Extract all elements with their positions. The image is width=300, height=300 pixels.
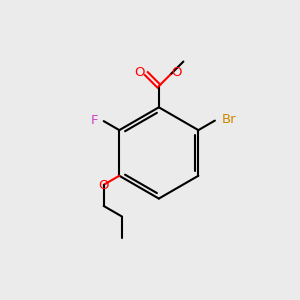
Text: O: O bbox=[98, 179, 109, 192]
Text: O: O bbox=[135, 66, 145, 79]
Text: F: F bbox=[91, 114, 98, 127]
Text: Br: Br bbox=[221, 113, 236, 127]
Text: O: O bbox=[171, 66, 182, 79]
